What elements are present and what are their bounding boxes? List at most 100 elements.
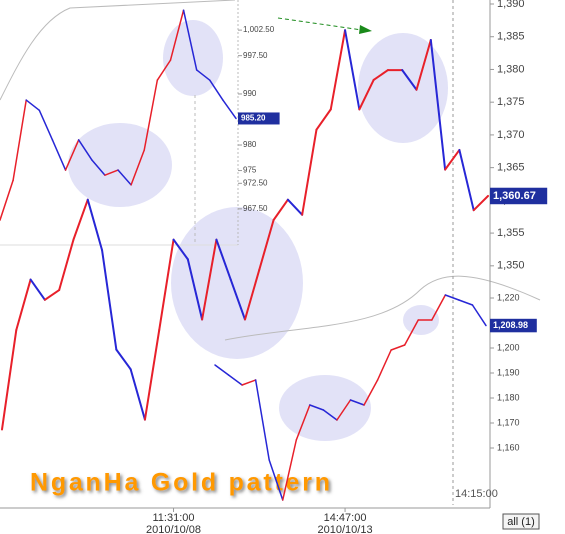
arrow-head [359, 25, 372, 34]
price-segment [322, 409, 338, 421]
highlight [358, 33, 448, 143]
y-tick-label: 1,375 [497, 96, 525, 108]
price-segment [472, 194, 489, 212]
highlight [171, 207, 303, 359]
price-segment [130, 149, 145, 186]
price-segment [72, 198, 89, 241]
price-segment [444, 294, 460, 301]
price-segment [301, 128, 318, 216]
y-tick-label: 1,365 [497, 162, 525, 174]
y-tick-label: 1,200 [497, 342, 520, 352]
x-tick-label: 14:47:00 2010/10/13 [317, 512, 373, 534]
price-segment [429, 39, 447, 171]
y-tick-label: 980 [243, 140, 257, 149]
y-tick-label: 1,380 [497, 63, 525, 75]
price-segment [258, 219, 275, 271]
y-tick-label: 990 [243, 89, 257, 98]
y-tick-label: 1,220 [497, 292, 520, 302]
price-segment [282, 439, 298, 501]
price-segment [403, 319, 419, 346]
y-tick-label: 1,350 [497, 260, 525, 272]
y-tick-label: 1,190 [497, 367, 520, 377]
highlight [163, 20, 223, 96]
price-segment [25, 99, 41, 112]
price-segment [156, 59, 172, 81]
price-segment [182, 9, 198, 71]
price-segment [143, 79, 159, 151]
price-segment [268, 459, 284, 501]
x-tick-label: 11:31:00 2010/10/08 [145, 512, 202, 534]
value-label: 1,208.98 [493, 320, 528, 330]
price-segment [101, 249, 118, 351]
price-segment [401, 69, 418, 91]
price-segment [201, 238, 218, 321]
price-segment [91, 159, 106, 176]
value-label: 985.20 [241, 114, 266, 123]
price-segment [358, 78, 375, 111]
price-segment [372, 69, 389, 81]
price-segment [229, 278, 246, 321]
price-segment [214, 364, 230, 376]
price-segment [12, 99, 27, 182]
highlights [68, 20, 448, 441]
price-segment [444, 148, 461, 171]
price-segment [15, 278, 32, 331]
price-segment [286, 198, 304, 216]
price-segment [309, 404, 325, 411]
value-label-box [490, 187, 548, 205]
decoration [0, 0, 236, 101]
y-tick-label: 1,390 [497, 0, 525, 10]
price-segment [209, 79, 224, 101]
button[interactable]: all (1) [502, 513, 540, 530]
price-segment [172, 238, 189, 261]
price-segment [272, 198, 289, 221]
button-frame[interactable] [502, 513, 540, 530]
y-tick-label: 975 [243, 166, 257, 175]
price-segment [215, 238, 232, 281]
price-segment [143, 328, 161, 421]
y-tick-label: 1,355 [497, 227, 525, 239]
price-segment [415, 39, 432, 91]
price-segment [38, 109, 54, 141]
price-segment [458, 299, 474, 306]
price-segment [158, 238, 175, 331]
price-segment [117, 169, 132, 186]
price-segment [195, 69, 211, 81]
price-segment [86, 198, 104, 252]
price-segment [169, 9, 185, 62]
price-segment [329, 29, 347, 111]
button-label[interactable]: all (1) [507, 516, 535, 528]
y-tick-label: 1,370 [497, 129, 525, 141]
price-segment [51, 139, 67, 171]
y-tick-label: 1,180 [497, 392, 520, 402]
price-segment [315, 108, 332, 131]
annotation: 14:15:00 [455, 488, 498, 500]
y-tick-label: 967.50 [243, 204, 268, 213]
value-label-box [490, 318, 537, 333]
price-segment [376, 349, 392, 381]
price-segment [344, 29, 361, 111]
arrow [277, 17, 363, 31]
price-segment [104, 169, 119, 176]
price-segment [0, 179, 14, 221]
price-segment [241, 379, 257, 386]
highlight [279, 375, 371, 441]
price-segment [254, 379, 270, 461]
price-segment [186, 258, 204, 321]
value-label: 1,360.67 [493, 190, 536, 202]
price-segment [43, 289, 61, 301]
y-tick-label: 1,002.50 [243, 25, 275, 34]
y-tick-label: 1,160 [497, 442, 520, 452]
price-segment [390, 344, 406, 351]
price-segment [58, 238, 75, 292]
y-tick-label: 1,385 [497, 31, 525, 43]
price-segment [295, 404, 311, 441]
value-label-box [238, 112, 280, 125]
highlight [68, 123, 172, 207]
y-tick-label: 997.50 [243, 51, 268, 60]
price-segment [431, 294, 447, 321]
price-segment [115, 348, 132, 371]
price-segment [64, 139, 80, 171]
price-segment [244, 268, 261, 321]
